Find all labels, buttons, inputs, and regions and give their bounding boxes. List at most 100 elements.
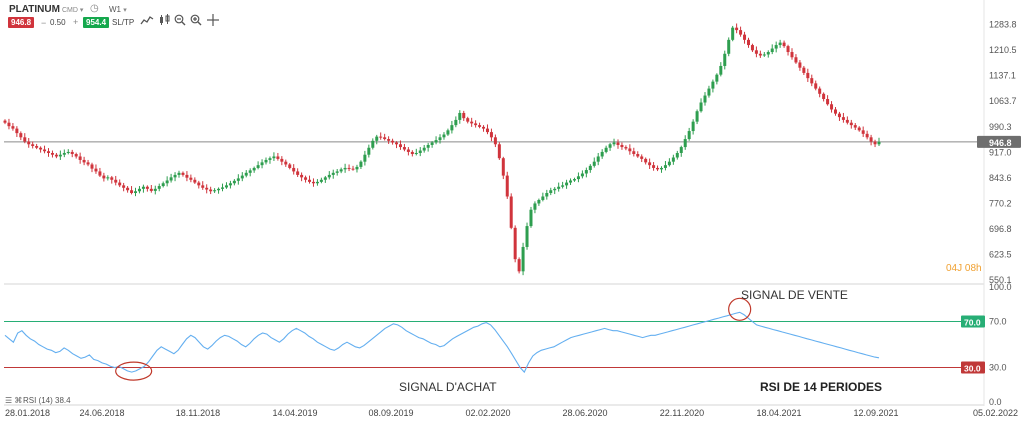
chart-type-icon[interactable]: [140, 14, 154, 29]
candle-body-up: [521, 246, 525, 272]
candle-body-down: [288, 164, 292, 168]
candle-body-down: [849, 122, 853, 126]
market-label: CMD ▾: [62, 6, 83, 14]
x-axis-label: 02.02.2020: [465, 408, 510, 418]
x-axis-label: 18.11.2018: [176, 408, 220, 418]
timeframe-selector[interactable]: W1 ▾: [109, 5, 127, 14]
candle-body-up: [695, 111, 699, 122]
candle-body-up: [438, 137, 442, 141]
zoom-in-icon[interactable]: [190, 14, 202, 29]
candle-body-up: [221, 187, 225, 189]
price-tick-label: 623.5: [989, 249, 1012, 259]
price-tick-label: 843.6: [989, 173, 1012, 183]
clock-icon[interactable]: ◷: [90, 3, 99, 14]
candle-body-up: [557, 186, 561, 189]
candle-body-down: [517, 259, 521, 272]
candle-type-icon[interactable]: [158, 14, 172, 29]
candle-body-down: [347, 167, 351, 169]
increase-quantity-button[interactable]: +: [73, 17, 79, 27]
candle-body-up: [252, 167, 256, 171]
rsi-overbought-badge: [961, 315, 985, 328]
candle-body-down: [43, 149, 47, 152]
candle-body-down: [513, 227, 517, 260]
rsi-oversold-badge: [961, 361, 985, 374]
candle-body-up: [323, 177, 327, 180]
candle-body-up: [454, 119, 458, 126]
market-dropdown-icon[interactable]: ▾: [79, 7, 84, 14]
candle-body-down: [782, 42, 786, 47]
candle-body-down: [90, 164, 94, 169]
candle-body-down: [636, 154, 640, 157]
candle-body-down: [193, 179, 197, 183]
candle-body-up: [248, 170, 252, 173]
candle-body-down: [656, 167, 660, 170]
candle-body-down: [11, 126, 15, 129]
zoom-out-icon[interactable]: [174, 14, 186, 29]
candle-body-up: [256, 165, 260, 168]
candle-body-up: [580, 173, 584, 177]
candle-body-up: [359, 161, 363, 167]
candle-body-up: [161, 183, 165, 187]
price-tick-label: 550.1: [989, 275, 1012, 285]
candle-body-down: [474, 123, 478, 126]
candle-body-down: [758, 53, 762, 56]
symbol-label[interactable]: PLATINUM: [9, 4, 60, 15]
candle-body-up: [363, 154, 367, 162]
crosshair-icon[interactable]: [207, 14, 219, 29]
x-axis-label: 28.06.2020: [562, 408, 607, 418]
candle-body-up: [272, 156, 276, 159]
candle-body-down: [126, 187, 130, 191]
price-tick-label: 1137.1: [989, 71, 1016, 81]
candle-body-down: [845, 119, 849, 123]
candle-body-up: [529, 209, 533, 227]
candle-body-up: [224, 185, 228, 188]
candle-body-up: [134, 191, 138, 194]
candle-body-down: [857, 127, 861, 131]
candle-body-down: [861, 130, 865, 134]
candle-body-down: [7, 122, 11, 127]
sltp-button[interactable]: SL/TP: [112, 18, 135, 27]
buy-price-button[interactable]: 954.4: [83, 17, 110, 28]
candle-body-up: [667, 161, 671, 166]
candle-body-down: [181, 172, 185, 175]
candle-body-up: [731, 27, 735, 40]
sell-price-button[interactable]: 946.8: [8, 17, 35, 28]
candle-body-up: [331, 172, 335, 175]
candle-body-up: [576, 176, 580, 180]
rsi-tick-label: 0.0: [989, 397, 1002, 407]
candle-body-down: [209, 189, 213, 192]
candle-body-down: [130, 190, 134, 194]
candle-body-down: [620, 144, 624, 148]
candle-body-up: [707, 88, 711, 96]
candle-body-down: [754, 50, 758, 54]
candle-body-up: [537, 199, 541, 204]
candle-body-up: [762, 54, 766, 56]
candle-body-down: [644, 158, 648, 163]
candle-body-down: [379, 136, 383, 138]
candle-body-up: [770, 48, 774, 53]
candle-body-up: [541, 196, 545, 200]
candle-body-up: [418, 150, 422, 153]
timeframe-label: W1: [109, 5, 121, 14]
candle-body-down: [185, 174, 189, 178]
sell-signal-circle: [728, 297, 752, 321]
rsi-tick-label: 30.0: [989, 363, 1007, 373]
candle-body-up: [675, 152, 679, 158]
quantity-input[interactable]: 0.50: [50, 18, 66, 27]
candle-body-down: [833, 109, 838, 114]
candle-body-down: [86, 162, 90, 165]
decrease-quantity-button[interactable]: −: [41, 18, 47, 28]
candle-body-down: [841, 117, 845, 120]
candle-body-down: [82, 159, 86, 163]
candle-body-up: [339, 169, 343, 172]
x-axis-label: 05.02.2022: [973, 408, 1018, 418]
candle-body-down: [814, 83, 818, 89]
candle-body-down: [798, 62, 802, 68]
candle-body-down: [46, 151, 51, 153]
x-axis-label: 08.09.2019: [368, 408, 413, 418]
candle-body-up: [778, 42, 782, 46]
candle-body-up: [723, 53, 727, 66]
rsi-legend-label: RSI (14) 38.4: [23, 396, 71, 405]
